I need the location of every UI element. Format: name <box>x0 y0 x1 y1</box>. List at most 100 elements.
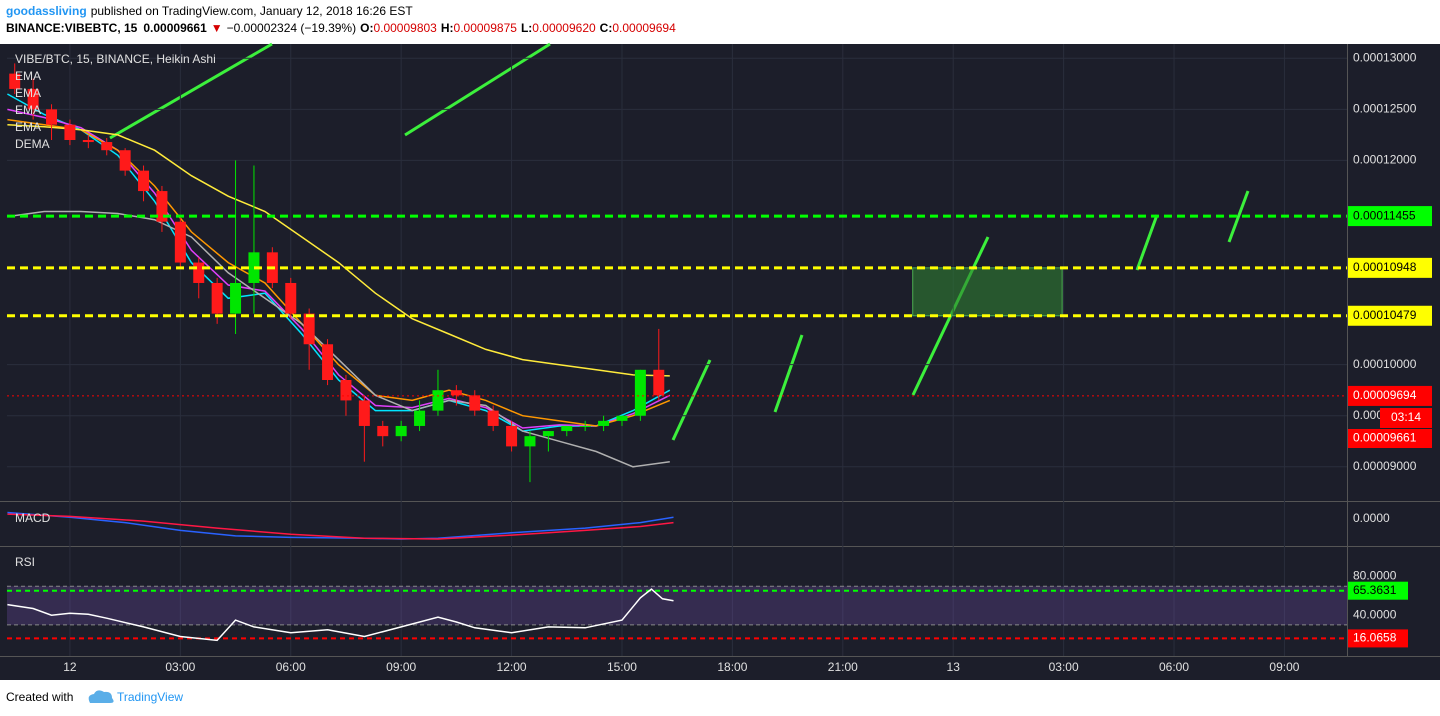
candle-body <box>598 420 610 426</box>
candle-body <box>119 150 131 171</box>
legend-entry: EMA <box>15 69 41 83</box>
x-tick-label: 06:00 <box>1159 660 1189 674</box>
level-box <box>1348 305 1432 326</box>
candle-body <box>285 282 297 314</box>
candle-body <box>487 410 499 426</box>
symbol: BINANCE:VIBEBTC, 15 <box>6 21 138 35</box>
candle-body <box>506 425 518 447</box>
x-tick-label: 03:00 <box>1049 660 1079 674</box>
candle-body <box>82 140 94 143</box>
candle-body <box>542 431 554 437</box>
trend-line <box>671 359 712 441</box>
quote-line: BINANCE:VIBEBTC, 15 0.00009661 ▼ −0.0000232… <box>6 21 676 35</box>
c-value: 0.00009694 <box>612 21 676 35</box>
legend-entry: DEMA <box>15 137 50 151</box>
candle-body <box>46 109 58 125</box>
macd-label: MACD <box>15 511 51 525</box>
candle-body <box>634 369 646 416</box>
candle-body <box>469 395 481 411</box>
candle-body <box>211 282 223 314</box>
header-line: goodassliving published on TradingView.co… <box>6 4 413 18</box>
last-price-box <box>1348 429 1432 448</box>
candle-body <box>193 262 205 283</box>
candle-body <box>9 73 21 89</box>
candle-body <box>27 88 39 110</box>
footer-brand[interactable]: TradingView <box>117 690 183 704</box>
level-box <box>1348 206 1432 227</box>
tradingview-logo[interactable] <box>88 690 114 703</box>
candle-body <box>561 425 573 432</box>
countdown: 03:14 <box>1391 410 1421 424</box>
candle-body <box>579 425 591 427</box>
published: published on TradingView.com, January 12… <box>91 4 414 18</box>
macd-line <box>7 513 674 540</box>
candle-body <box>138 170 150 192</box>
candle-body <box>432 390 444 411</box>
candle-body <box>524 436 536 447</box>
l-label: L: <box>521 21 532 35</box>
h-label: H: <box>441 21 454 35</box>
trend-line <box>404 42 551 137</box>
o-label: O: <box>360 21 373 35</box>
level-box <box>1348 385 1432 406</box>
rsi-level-label: 16.0658 <box>1353 631 1397 645</box>
trend-line <box>109 42 273 140</box>
trend-line <box>1135 214 1159 271</box>
candle-body <box>450 390 462 396</box>
x-tick-label: 09:00 <box>1269 660 1299 674</box>
ma-line <box>7 118 671 427</box>
ma-line <box>7 210 670 468</box>
candle-body <box>230 282 242 314</box>
level-label: 0.00010479 <box>1353 308 1417 322</box>
rsi-label: RSI <box>15 555 35 569</box>
legend-entry: EMA <box>15 120 41 134</box>
candle-body <box>377 425 389 437</box>
l-value: 0.00009620 <box>532 21 596 35</box>
rsi-tick-label: 40.0000 <box>1353 607 1397 621</box>
level-label: 0.00010948 <box>1353 260 1417 274</box>
h-value: 0.00009875 <box>454 21 518 35</box>
x-tick-label: 21:00 <box>828 660 858 674</box>
candle-body <box>340 380 352 401</box>
x-tick-label: 03:00 <box>165 660 195 674</box>
o-value: 0.00009803 <box>373 21 437 35</box>
candle-body <box>616 415 628 421</box>
chart-title: VIBE/BTC, 15, BINANCE, Heikin Ashi <box>15 52 216 66</box>
candle-body <box>64 124 76 140</box>
x-tick-label: 13 <box>947 660 961 674</box>
rsi-level-label: 65.3631 <box>1353 583 1397 597</box>
candle-body <box>248 252 260 283</box>
arrow: ▼ <box>211 21 223 35</box>
rsi-tick-label: 80.0000 <box>1353 569 1397 583</box>
y-tick-label: 0.00009000 <box>1353 459 1417 473</box>
candle-body <box>414 410 426 426</box>
chart-background <box>0 44 1440 680</box>
candle-body <box>174 221 186 263</box>
footer-created: Created with <box>6 690 73 704</box>
rsi-line <box>7 588 674 642</box>
countdown-box <box>1380 408 1432 428</box>
legend-entry: EMA <box>15 103 41 117</box>
x-tick-label: 18:00 <box>717 660 747 674</box>
x-tick-label: 06:00 <box>276 660 306 674</box>
y-tick-label: 0.00013000 <box>1353 50 1417 64</box>
level-box <box>1348 257 1432 278</box>
trend-line <box>773 334 804 413</box>
legend-entry: EMA <box>15 86 41 100</box>
price: 0.00009661 <box>143 21 207 35</box>
change: −0.00002324 (−19.39%) <box>227 21 356 35</box>
level-label: 0.00009694 <box>1353 388 1417 402</box>
y-tick-label: 0.00010000 <box>1353 357 1417 371</box>
candle-body <box>358 400 370 426</box>
c-label: C: <box>600 21 613 35</box>
rsi-level-box <box>1348 581 1408 600</box>
trend-line <box>1227 190 1250 243</box>
candle-body <box>322 344 334 380</box>
candle-body <box>395 425 407 437</box>
rsi-level-box <box>1348 629 1408 648</box>
x-tick-label: 09:00 <box>386 660 416 674</box>
candle-body <box>101 142 113 151</box>
author[interactable]: goodassliving <box>6 4 87 18</box>
candle-body <box>303 313 315 345</box>
x-tick-label: 15:00 <box>607 660 637 674</box>
